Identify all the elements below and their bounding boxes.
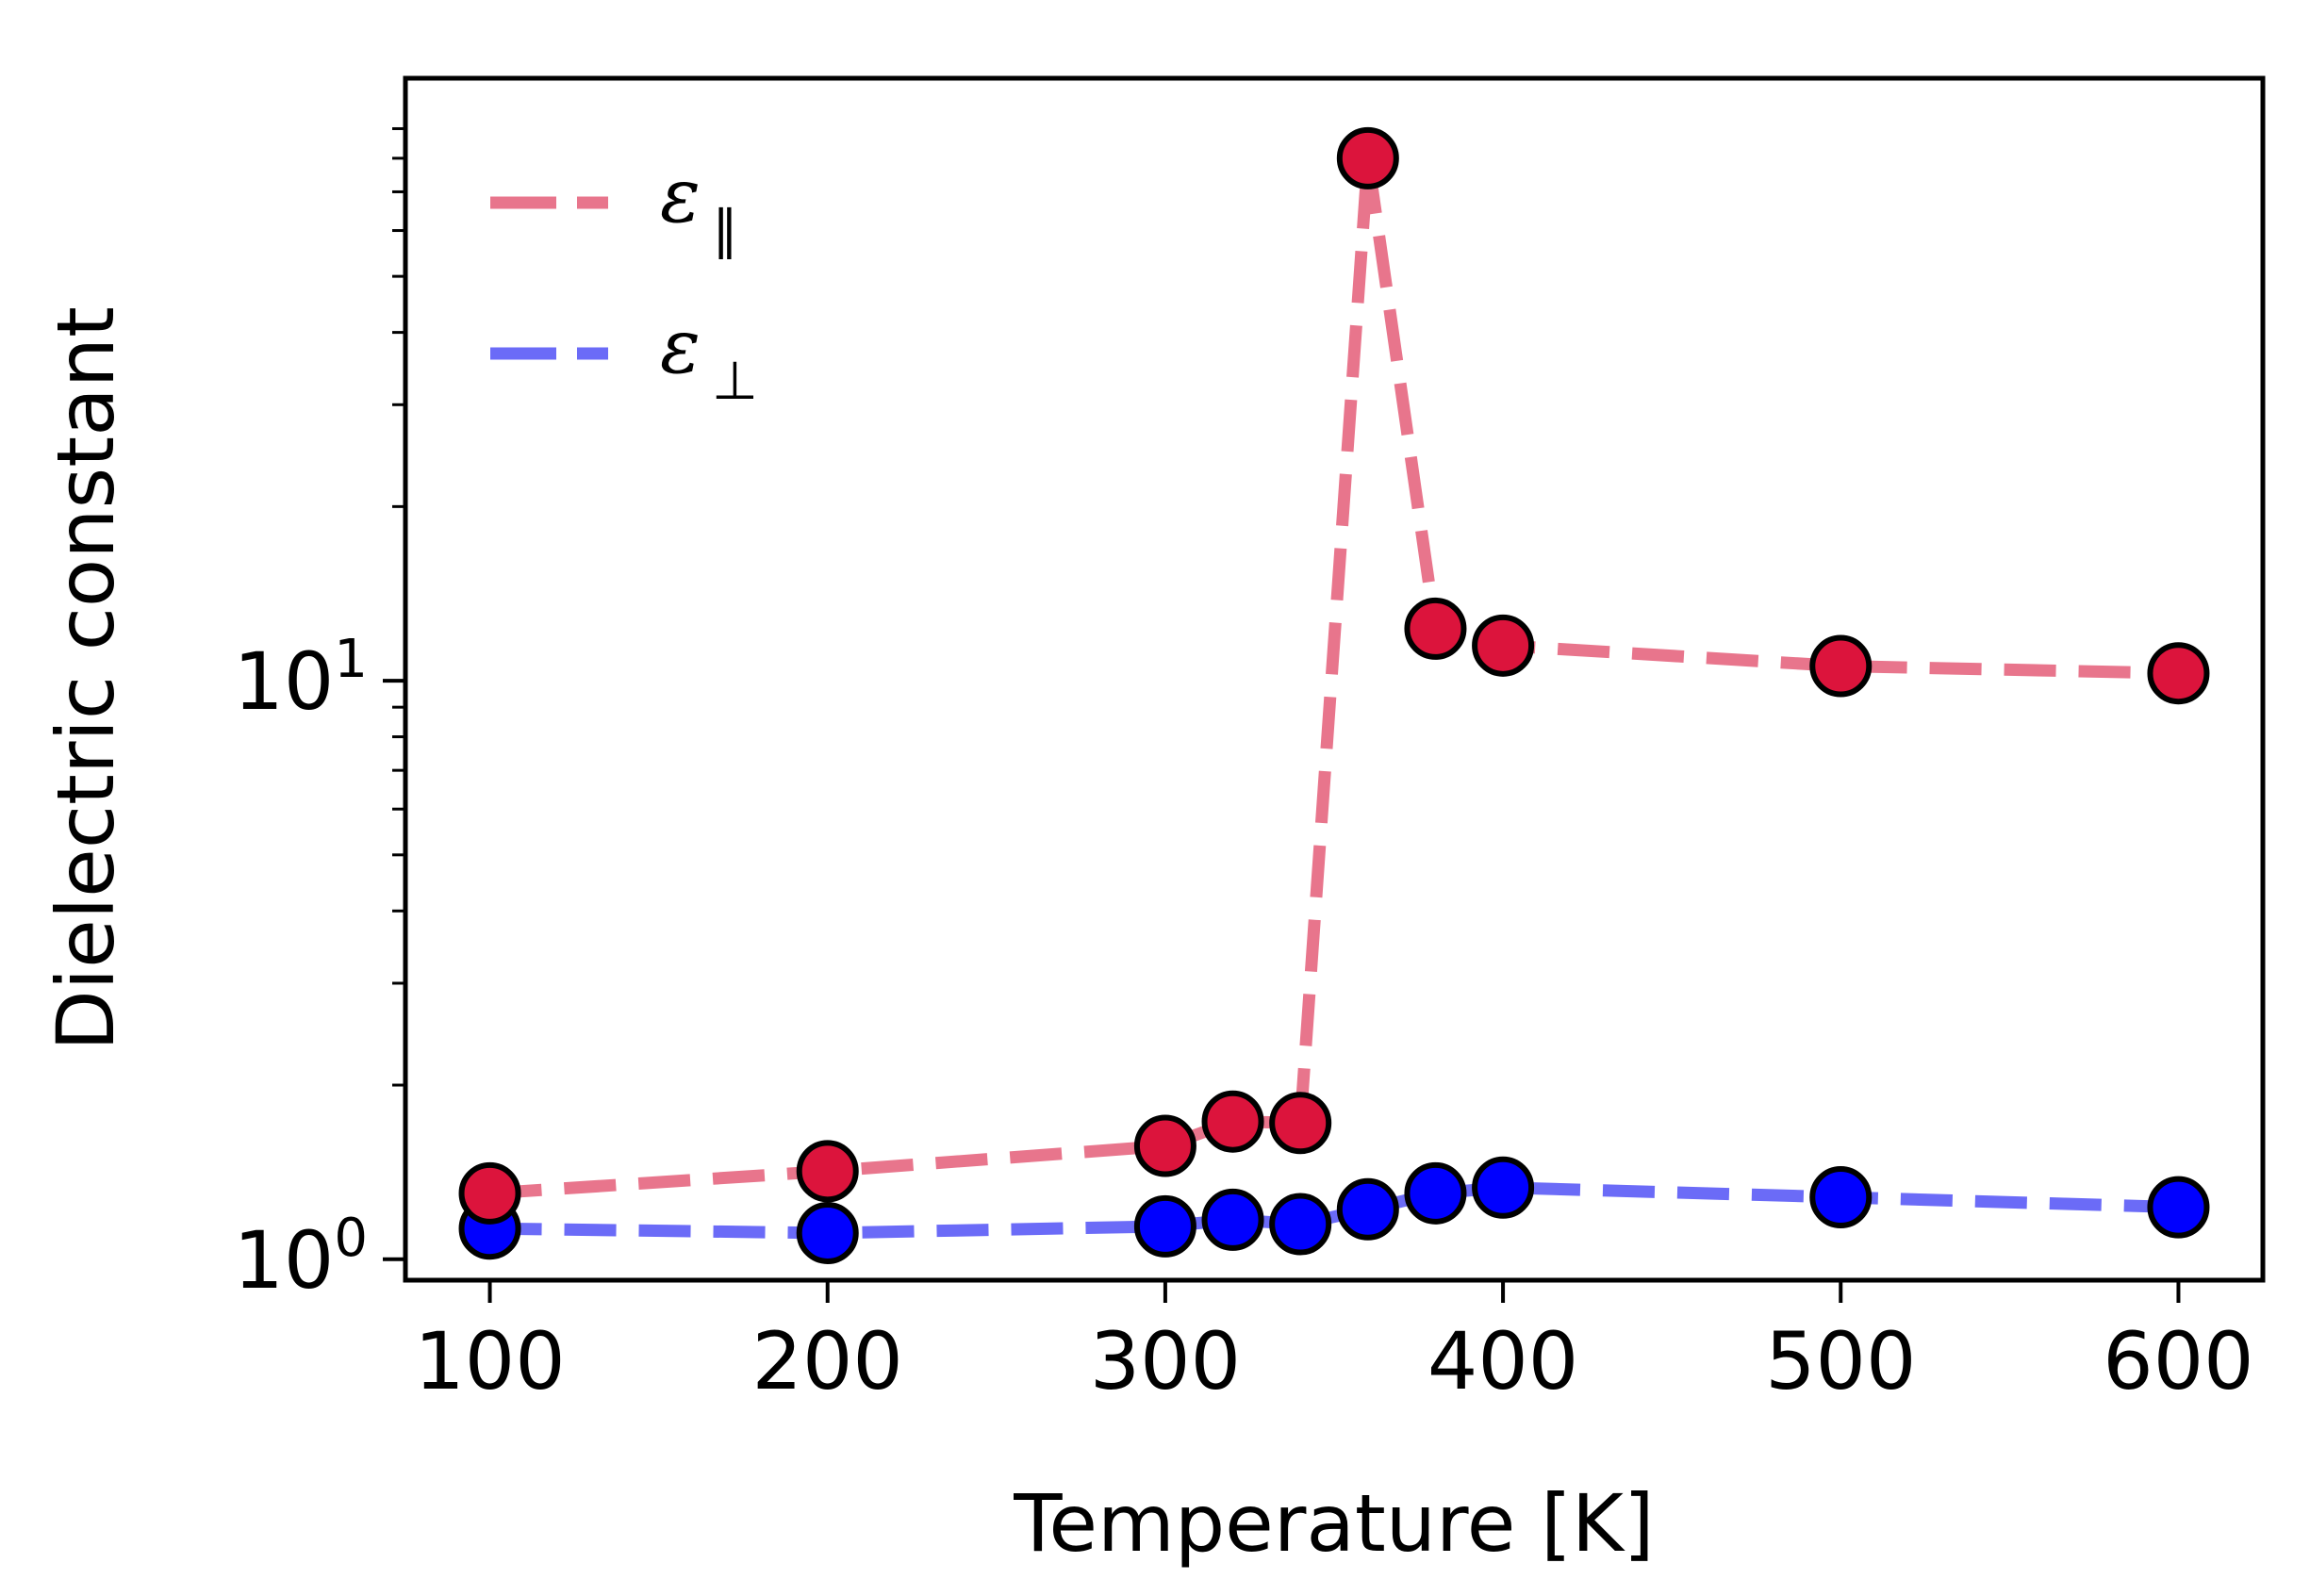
series-1-point-380 (1404, 1161, 1467, 1225)
series-1-point-600 (2147, 1176, 2210, 1239)
series-0-point-600 (2147, 642, 2210, 705)
series-0-point-340 (1269, 1092, 1332, 1155)
x-tick-label-600: 600 (2103, 1315, 2253, 1407)
legend-label-1: ε ⊥ (660, 303, 758, 412)
series-1-point-360 (1336, 1177, 1399, 1241)
legend-label-0: ε ∥ (660, 152, 738, 261)
x-tick-label-500: 500 (1765, 1315, 1916, 1407)
series-0-point-200 (796, 1140, 859, 1203)
series-0-point-100 (458, 1161, 521, 1225)
y-major-ticks: 100 101 (233, 629, 405, 1307)
series-1-point-320 (1201, 1188, 1264, 1251)
x-tick-label-300: 300 (1090, 1315, 1241, 1407)
series-0-point-300 (1133, 1114, 1196, 1177)
y-axis-title: Dielectric constant (40, 306, 132, 1051)
y-tick-label-1: 101 (233, 629, 368, 728)
series-lines (489, 152, 2179, 1240)
series-0-point-360 (1336, 126, 1399, 189)
x-ticks: 100 200 300 400 500 600 (414, 1280, 2254, 1407)
series-0-point-380 (1404, 597, 1467, 660)
series-1-point-400 (1472, 1156, 1535, 1219)
series-0-point-400 (1472, 614, 1535, 677)
plot-frame (403, 75, 2266, 1283)
x-axis-title: Temperature [K] (1013, 1477, 1654, 1570)
x-tick-label-100: 100 (414, 1315, 565, 1407)
series-markers (458, 126, 2210, 1264)
series-line-1 (489, 1181, 2179, 1240)
series-0-point-320 (1201, 1090, 1264, 1153)
series-1-point-200 (796, 1201, 859, 1264)
series-1-point-300 (1133, 1194, 1196, 1258)
legend: ε ∥ ε ⊥ (490, 152, 758, 412)
series-0-point-500 (1809, 634, 1873, 698)
series-line-0 (489, 152, 2179, 1200)
x-tick-label-200: 200 (752, 1315, 903, 1407)
x-tick-label-400: 400 (1427, 1315, 1578, 1407)
series-1-point-340 (1269, 1193, 1332, 1256)
series-1-point-500 (1809, 1165, 1873, 1228)
y-tick-label-0: 100 (233, 1208, 368, 1307)
